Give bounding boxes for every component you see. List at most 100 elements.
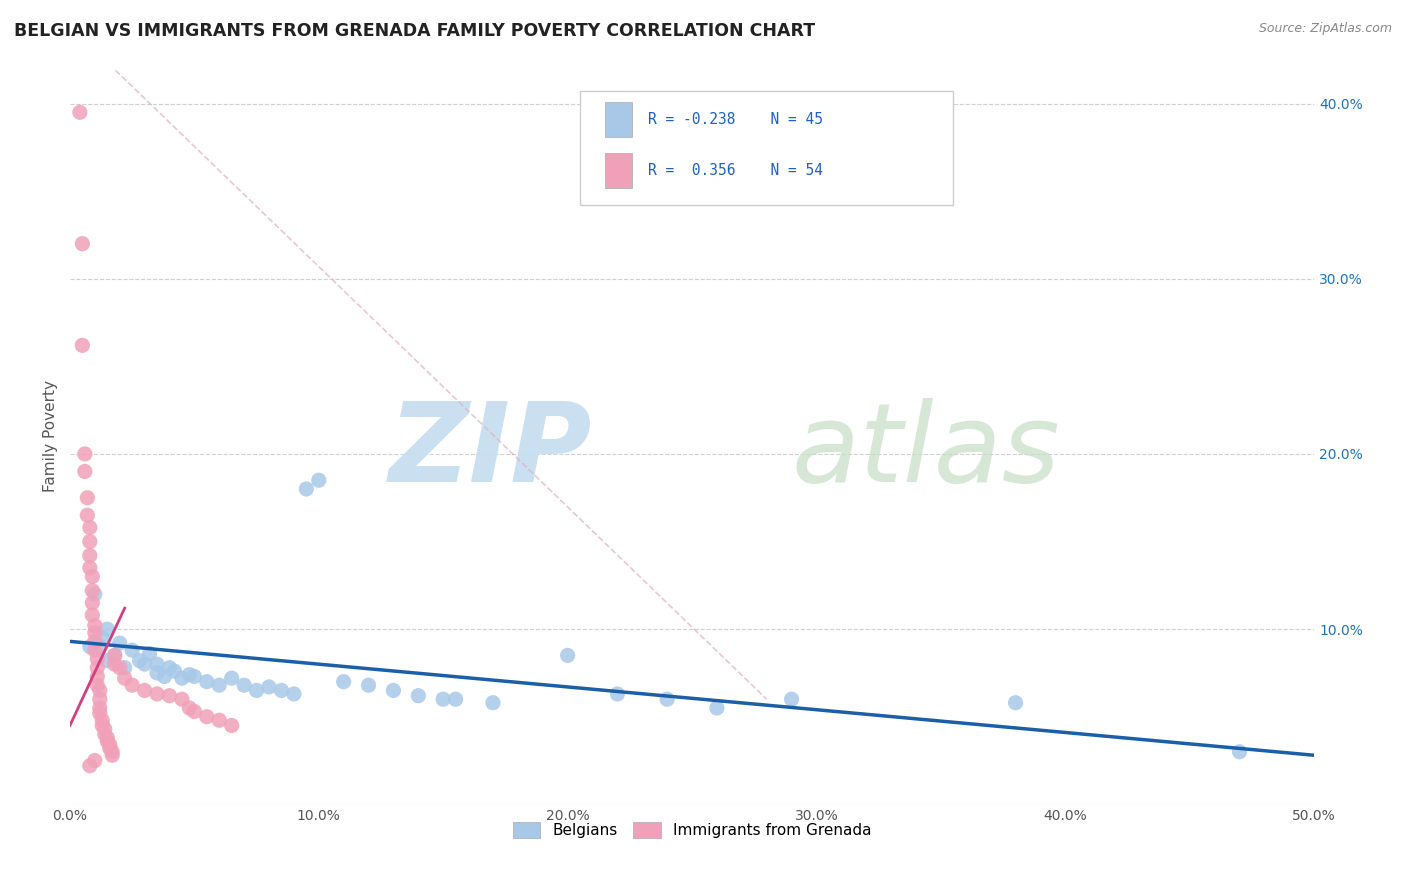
Point bbox=[82, 569, 104, 583]
Point bbox=[295, 482, 318, 496]
Point bbox=[86, 661, 108, 675]
Point bbox=[382, 683, 405, 698]
Point bbox=[86, 678, 108, 692]
Point bbox=[91, 718, 114, 732]
Point bbox=[108, 661, 131, 675]
Point bbox=[408, 689, 430, 703]
Point bbox=[245, 683, 267, 698]
Point bbox=[233, 678, 256, 692]
Point bbox=[606, 687, 628, 701]
Point bbox=[83, 618, 105, 632]
Point bbox=[159, 661, 181, 675]
Point bbox=[183, 669, 205, 683]
Point bbox=[79, 534, 101, 549]
Point bbox=[121, 678, 143, 692]
Point bbox=[79, 549, 101, 563]
Legend: Belgians, Immigrants from Grenada: Belgians, Immigrants from Grenada bbox=[506, 816, 877, 845]
Point bbox=[159, 689, 181, 703]
Point bbox=[89, 692, 111, 706]
Point bbox=[82, 608, 104, 623]
Point bbox=[83, 625, 105, 640]
Text: BELGIAN VS IMMIGRANTS FROM GRENADA FAMILY POVERTY CORRELATION CHART: BELGIAN VS IMMIGRANTS FROM GRENADA FAMIL… bbox=[14, 22, 815, 40]
Point bbox=[96, 731, 118, 745]
Point bbox=[221, 718, 243, 732]
Point bbox=[208, 678, 231, 692]
Point bbox=[134, 683, 156, 698]
Point bbox=[72, 338, 94, 352]
Point bbox=[73, 465, 96, 479]
Point bbox=[83, 634, 105, 648]
Point bbox=[179, 667, 201, 681]
Point bbox=[153, 669, 176, 683]
Point bbox=[706, 701, 728, 715]
Point bbox=[170, 671, 193, 685]
Point bbox=[83, 587, 105, 601]
Point bbox=[128, 654, 150, 668]
Point bbox=[69, 105, 91, 120]
Point bbox=[170, 692, 193, 706]
Point bbox=[114, 661, 136, 675]
Point bbox=[79, 520, 101, 534]
Point bbox=[432, 692, 454, 706]
Point bbox=[1004, 696, 1026, 710]
Point bbox=[72, 236, 94, 251]
Point bbox=[108, 636, 131, 650]
Point bbox=[114, 671, 136, 685]
Point bbox=[195, 674, 218, 689]
Point bbox=[96, 734, 118, 748]
Point bbox=[96, 622, 118, 636]
Point bbox=[121, 643, 143, 657]
FancyBboxPatch shape bbox=[605, 102, 633, 137]
Y-axis label: Family Poverty: Family Poverty bbox=[44, 380, 58, 492]
FancyBboxPatch shape bbox=[581, 91, 953, 204]
Point bbox=[89, 683, 111, 698]
Point bbox=[557, 648, 579, 663]
Text: Source: ZipAtlas.com: Source: ZipAtlas.com bbox=[1258, 22, 1392, 36]
Point bbox=[83, 643, 105, 657]
Point bbox=[82, 596, 104, 610]
Point bbox=[83, 754, 105, 768]
FancyBboxPatch shape bbox=[605, 153, 633, 188]
Point bbox=[179, 701, 201, 715]
Point bbox=[1229, 745, 1251, 759]
Point bbox=[79, 758, 101, 772]
Point bbox=[79, 561, 101, 575]
Point bbox=[138, 647, 160, 661]
Text: R = -0.238    N = 45: R = -0.238 N = 45 bbox=[648, 112, 824, 127]
Point bbox=[101, 745, 124, 759]
Point bbox=[91, 713, 114, 727]
Point bbox=[94, 722, 117, 736]
Point bbox=[104, 648, 127, 663]
Point bbox=[89, 706, 111, 721]
Point bbox=[208, 713, 231, 727]
Point bbox=[79, 640, 101, 654]
Point bbox=[444, 692, 467, 706]
Point bbox=[86, 669, 108, 683]
Point bbox=[163, 664, 186, 678]
Point bbox=[98, 738, 121, 752]
Point bbox=[134, 657, 156, 672]
Point bbox=[482, 696, 505, 710]
Point bbox=[146, 657, 169, 672]
Point bbox=[780, 692, 803, 706]
Point bbox=[283, 687, 305, 701]
Point bbox=[96, 654, 118, 668]
Point bbox=[332, 674, 354, 689]
Point bbox=[104, 657, 127, 672]
Point bbox=[76, 508, 98, 523]
Point bbox=[357, 678, 380, 692]
Point bbox=[89, 701, 111, 715]
Point bbox=[104, 648, 127, 663]
Point bbox=[82, 583, 104, 598]
Point bbox=[89, 640, 111, 654]
Point bbox=[257, 680, 280, 694]
Point bbox=[98, 741, 121, 756]
Text: R =  0.356    N = 54: R = 0.356 N = 54 bbox=[648, 163, 824, 178]
Point bbox=[657, 692, 679, 706]
Point bbox=[146, 665, 169, 680]
Point bbox=[101, 748, 124, 763]
Point bbox=[86, 652, 108, 666]
Point bbox=[195, 709, 218, 723]
Text: ZIP: ZIP bbox=[389, 398, 592, 505]
Text: atlas: atlas bbox=[792, 398, 1060, 505]
